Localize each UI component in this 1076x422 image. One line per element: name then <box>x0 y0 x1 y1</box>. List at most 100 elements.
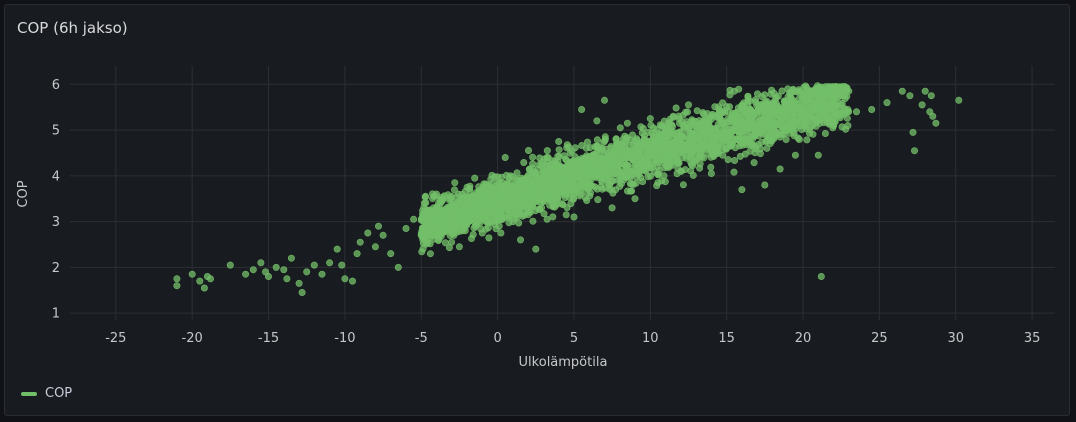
data-point <box>435 228 443 236</box>
data-point <box>188 270 196 278</box>
data-point <box>679 149 687 157</box>
data-point <box>226 261 234 269</box>
data-point <box>629 180 637 188</box>
data-point <box>594 165 602 173</box>
data-point <box>664 133 672 141</box>
data-point <box>483 192 491 200</box>
data-point <box>566 164 574 172</box>
data-point <box>590 170 598 178</box>
data-point <box>549 203 557 211</box>
data-point <box>819 110 827 118</box>
data-point <box>420 223 428 231</box>
data-point <box>688 117 696 125</box>
legend-label: COP <box>45 386 73 401</box>
data-point <box>249 266 257 274</box>
data-point <box>417 229 425 237</box>
data-point <box>527 178 535 186</box>
x-tick-label: 25 <box>871 331 888 346</box>
data-point <box>932 119 940 127</box>
data-point <box>616 167 624 175</box>
y-tick-label: 1 <box>52 307 60 322</box>
data-point <box>581 172 589 180</box>
data-point <box>652 137 660 145</box>
x-tick-label: -20 <box>182 331 203 346</box>
legend[interactable]: COP <box>21 386 72 401</box>
data-point <box>918 101 926 109</box>
data-point <box>542 162 550 170</box>
data-point <box>524 147 532 155</box>
data-point <box>883 99 891 107</box>
data-point <box>634 168 642 176</box>
data-point <box>582 144 590 152</box>
x-tick-label: 35 <box>1024 331 1041 346</box>
data-point <box>310 261 318 269</box>
data-point <box>708 112 716 120</box>
data-point <box>593 136 601 144</box>
data-point <box>445 244 453 252</box>
data-point <box>287 254 295 262</box>
data-point <box>562 211 570 219</box>
data-point <box>757 101 765 109</box>
data-point <box>652 157 660 165</box>
data-point <box>809 130 817 138</box>
data-point <box>758 114 766 122</box>
data-point <box>295 279 303 287</box>
data-point <box>341 275 349 283</box>
data-point <box>554 152 562 160</box>
data-point <box>649 143 657 151</box>
x-tick-label: 0 <box>493 331 501 346</box>
data-point <box>767 137 775 145</box>
data-point <box>703 122 711 130</box>
data-point <box>469 192 477 200</box>
data-point <box>283 275 291 283</box>
data-point <box>484 219 492 227</box>
data-point <box>492 225 500 233</box>
data-point <box>628 187 636 195</box>
data-point <box>731 119 739 127</box>
data-point <box>841 106 849 114</box>
data-point <box>735 85 743 93</box>
data-point <box>534 194 542 202</box>
data-point <box>781 98 789 106</box>
data-point <box>666 149 674 157</box>
data-point <box>955 96 963 104</box>
panel-title: COP (6h jakso) <box>17 19 128 37</box>
data-point <box>714 147 722 155</box>
data-point <box>768 86 776 94</box>
data-point <box>447 223 455 231</box>
data-point <box>707 163 715 171</box>
data-point <box>852 108 860 116</box>
data-point <box>623 134 631 142</box>
data-point <box>558 168 566 176</box>
data-point <box>568 147 576 155</box>
data-point <box>593 143 601 151</box>
data-point <box>207 275 215 283</box>
data-point <box>758 93 766 101</box>
data-point <box>634 140 642 148</box>
data-point <box>452 218 460 226</box>
data-point <box>906 92 914 100</box>
data-point <box>520 159 528 167</box>
data-point <box>582 162 590 170</box>
x-tick-label: 20 <box>795 331 812 346</box>
data-point <box>505 174 513 182</box>
data-point <box>616 177 624 185</box>
data-point <box>374 222 382 230</box>
data-point <box>693 107 701 115</box>
data-point <box>513 201 521 209</box>
data-point <box>727 142 735 150</box>
data-point <box>751 114 759 122</box>
data-point <box>488 171 496 179</box>
x-tick-label: 30 <box>947 331 964 346</box>
data-point <box>661 178 669 186</box>
data-point <box>456 198 464 206</box>
data-point <box>473 210 481 218</box>
data-point <box>303 268 311 276</box>
data-point <box>674 165 682 173</box>
data-point <box>618 139 626 147</box>
data-point <box>589 160 597 168</box>
data-point <box>868 106 876 114</box>
data-point <box>731 157 739 165</box>
data-point <box>643 146 651 154</box>
data-point <box>730 168 738 176</box>
